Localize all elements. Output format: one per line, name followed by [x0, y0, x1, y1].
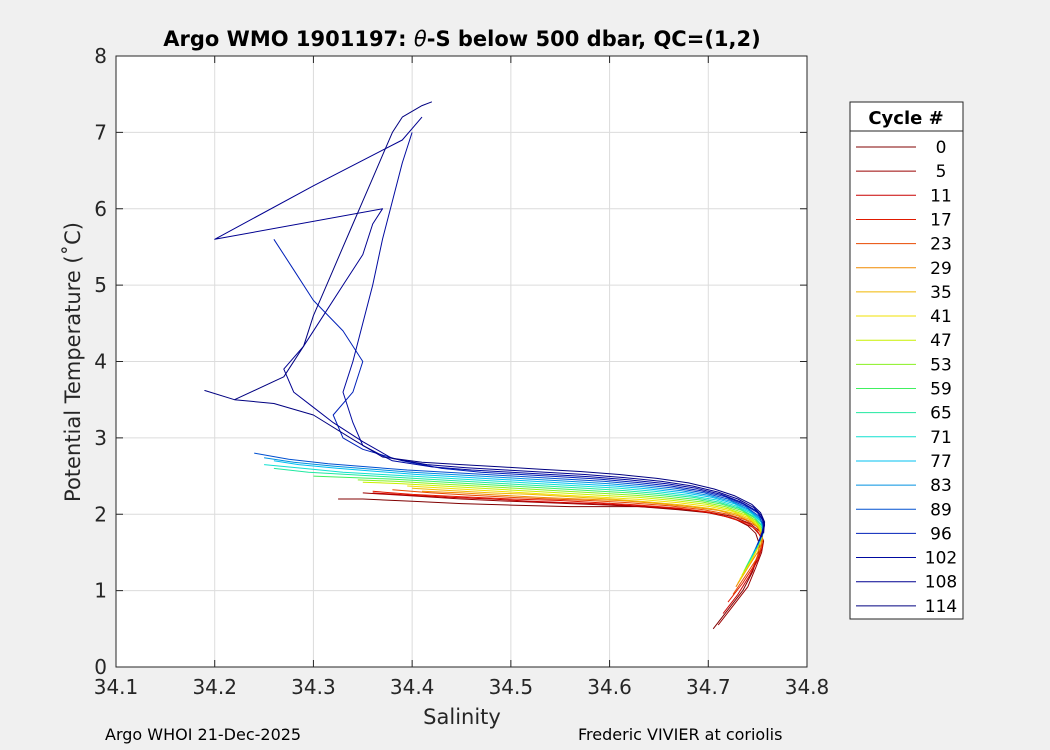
legend-label: 35: [930, 283, 952, 303]
legend-label: 11: [930, 186, 952, 206]
series-line-cycle-114: [204, 101, 766, 534]
legend-label: 71: [930, 428, 952, 448]
y-tick-label: 1: [94, 579, 107, 603]
x-tick-labels: 34.1 34.2 34.3 34.4 34.5 34.6 34.7 34.8: [94, 675, 830, 699]
legend-label: 17: [930, 210, 952, 230]
legend-label: 83: [930, 476, 952, 496]
y-tick-label: 0: [94, 655, 107, 679]
y-tick-labels: 0 1 2 3 4 5 6 7 8: [94, 44, 107, 679]
series-line-cycle-5: [362, 492, 765, 626]
chart-title: Argo WMO 1901197: θ-S below 500 dbar, QC…: [163, 27, 760, 51]
legend-label: 47: [930, 331, 952, 351]
legend: Cycle # 0 5 11 17 23 29 35 41 47 53 59 65 71 77 83 89 96…: [849, 101, 964, 620]
legend-label: 77: [930, 452, 952, 472]
x-tick-label: 34.7: [686, 675, 731, 699]
x-tick-label: 34.6: [587, 675, 632, 699]
series-lines: [204, 101, 766, 630]
series-line-cycle-11: [372, 492, 764, 614]
y-tick-label: 7: [94, 120, 107, 144]
legend-label: 114: [925, 597, 957, 617]
legend-label: 65: [930, 404, 952, 424]
y-tick-label: 5: [94, 273, 107, 297]
legend-label: 41: [930, 307, 952, 327]
footer-left: Argo WHOI 21-Dec-2025: [105, 725, 302, 744]
legend-label: 53: [930, 355, 952, 375]
x-tick-label: 34.2: [192, 675, 237, 699]
title-theta: θ: [414, 27, 427, 51]
legend-label: 29: [930, 259, 952, 279]
legend-label: 108: [925, 573, 957, 593]
legend-label: 102: [925, 549, 957, 569]
y-axis-label: Potential Temperature (˚C): [61, 222, 85, 502]
x-tick-label: 34.5: [489, 675, 534, 699]
y-tick-label: 2: [94, 502, 107, 526]
legend-label: 59: [930, 380, 952, 400]
ticks: [115, 55, 808, 668]
footer-right: Frederic VIVIER at coriolis: [578, 725, 783, 744]
series-line-cycle-89: [254, 452, 765, 549]
x-tick-label: 34.3: [291, 675, 336, 699]
y-tick-label: 4: [94, 350, 107, 374]
legend-label: 89: [930, 500, 952, 520]
y-tick-label: 8: [94, 44, 107, 68]
series-line-cycle-108: [214, 116, 766, 538]
legend-label: 5: [936, 162, 947, 182]
title-suffix: -S below 500 dbar, QC=(1,2): [427, 27, 761, 51]
title-prefix: Argo WMO 1901197:: [163, 27, 414, 51]
y-tick-label: 6: [94, 197, 107, 221]
legend-title: Cycle #: [868, 108, 943, 129]
x-tick-label: 34.8: [785, 675, 830, 699]
y-tick-label: 3: [94, 426, 107, 450]
series-line-cycle-23: [392, 489, 764, 595]
x-axis-label: Salinity: [423, 705, 501, 729]
series-line-cycle-102: [342, 132, 765, 542]
legend-label: 0: [936, 138, 947, 158]
legend-label: 96: [930, 524, 952, 544]
x-tick-label: 34.4: [390, 675, 435, 699]
series-line-cycle-29: [421, 490, 764, 588]
legend-box: [849, 101, 964, 620]
x-tick-label: 34.1: [94, 675, 139, 699]
legend-label: 23: [930, 235, 952, 255]
series-line-cycle-96: [273, 239, 765, 545]
